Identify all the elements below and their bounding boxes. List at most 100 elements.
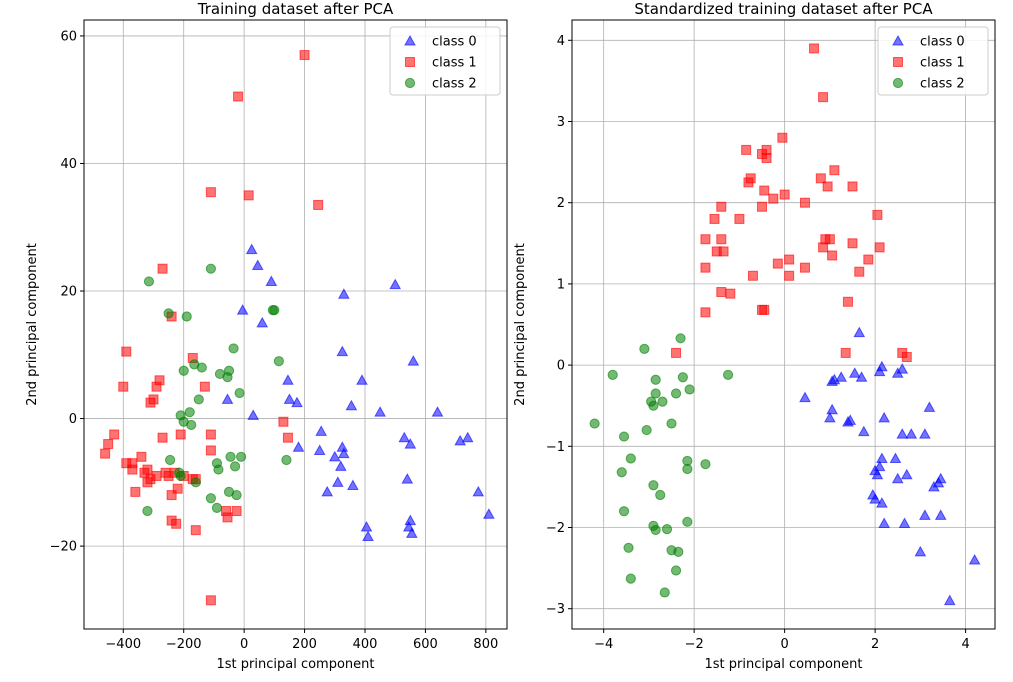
data-point-class-0 — [247, 409, 260, 420]
legend-entry: class 1 — [432, 56, 477, 71]
legend-entry: class 2 — [920, 77, 965, 92]
data-point-class-0 — [321, 485, 334, 497]
data-point-class-1 — [299, 50, 310, 61]
y-tick-label: 60 — [60, 29, 77, 44]
data-point-class-2 — [657, 396, 668, 407]
data-point-class-0 — [968, 553, 981, 565]
data-point-class-1 — [109, 429, 120, 440]
data-point-class-0 — [221, 393, 234, 404]
data-point-class-2 — [196, 362, 207, 373]
y-tick-label: 0 — [69, 412, 77, 427]
data-point-class-1 — [205, 445, 216, 456]
data-point-class-1 — [772, 258, 783, 269]
data-point-class-1 — [757, 201, 768, 212]
x-tick-label: −400 — [105, 637, 141, 652]
data-point-class-2 — [205, 263, 216, 274]
data-point-class-0 — [799, 391, 811, 403]
data-point-class-1 — [172, 483, 183, 494]
chart-title: Standardized training dataset after PCA — [634, 0, 933, 18]
data-point-class-1 — [142, 464, 153, 475]
data-point-class-2 — [225, 451, 236, 462]
data-point-class-2 — [184, 407, 195, 418]
y-tick-label: 4 — [557, 34, 565, 49]
data-point-class-0 — [356, 374, 368, 385]
data-point-class-1 — [145, 397, 156, 408]
data-point-class-1 — [231, 506, 242, 517]
data-point-class-2 — [661, 524, 673, 535]
data-point-class-1 — [157, 263, 168, 274]
y-tick-label: −2 — [546, 521, 565, 536]
x-tick-label: 600 — [413, 637, 438, 652]
data-point-class-2 — [175, 410, 186, 421]
y-axis-label: 2nd principal component — [25, 243, 40, 406]
data-point-class-1 — [716, 201, 727, 212]
data-point-class-1 — [718, 246, 729, 257]
data-point-class-0 — [398, 431, 411, 443]
data-point-class-2 — [193, 394, 204, 405]
data-point-class-0 — [896, 428, 909, 439]
data-point-class-2 — [142, 505, 153, 517]
x-tick-label: 200 — [292, 637, 317, 652]
data-point-class-1 — [854, 266, 865, 277]
data-point-class-0 — [900, 468, 913, 480]
data-point-class-0 — [315, 425, 328, 436]
data-point-class-1 — [130, 486, 141, 497]
data-point-class-0 — [824, 411, 836, 423]
data-point-class-0 — [336, 345, 349, 357]
y-tick-label: −3 — [546, 602, 565, 617]
y-tick-label: −20 — [50, 540, 77, 555]
data-point-class-0 — [374, 406, 386, 417]
data-point-class-2 — [684, 384, 695, 395]
data-point-class-0 — [283, 393, 296, 404]
plot-area — [84, 20, 507, 629]
data-point-class-2 — [190, 477, 201, 488]
data-point-class-0 — [934, 472, 947, 484]
data-point-class-1 — [872, 209, 883, 220]
data-point-class-2 — [623, 542, 634, 553]
legend-marker — [404, 34, 416, 46]
data-point-class-2 — [659, 587, 670, 598]
data-point-class-0 — [360, 520, 373, 532]
data-point-class-1 — [901, 351, 912, 362]
data-point-class-2 — [722, 369, 734, 380]
data-point-class-0 — [869, 493, 881, 504]
data-point-class-1 — [100, 448, 111, 459]
data-point-class-2 — [273, 356, 284, 367]
data-point-class-2 — [682, 463, 693, 475]
data-point-class-2 — [625, 453, 636, 464]
data-point-class-1 — [824, 234, 835, 245]
data-point-class-0 — [256, 316, 269, 328]
data-point-class-2 — [165, 454, 176, 466]
data-point-class-0 — [483, 508, 495, 519]
data-point-class-2 — [677, 372, 688, 383]
data-point-class-1 — [815, 173, 826, 184]
data-point-class-2 — [641, 424, 652, 436]
data-point-class-2 — [625, 573, 636, 584]
data-point-class-2 — [234, 387, 245, 399]
y-tick-label: 3 — [557, 115, 565, 130]
plot-frame — [571, 19, 996, 630]
data-point-class-0 — [853, 326, 866, 338]
data-point-class-1 — [842, 296, 853, 307]
data-point-class-2 — [228, 343, 239, 354]
data-point-class-1 — [874, 242, 885, 253]
data-point-class-0 — [334, 460, 347, 471]
data-point-class-1 — [121, 346, 132, 357]
y-tick-label: 40 — [60, 157, 77, 172]
data-point-class-2 — [213, 464, 224, 475]
data-point-class-0 — [919, 509, 931, 520]
legend: class 0 class 1 class 2 — [877, 26, 989, 96]
data-point-class-0 — [891, 472, 904, 484]
data-point-class-1 — [136, 451, 147, 462]
data-point-class-1 — [863, 254, 874, 265]
x-tick-label: 800 — [473, 637, 498, 652]
data-point-class-0 — [934, 509, 947, 520]
data-point-class-0 — [876, 360, 888, 372]
data-point-class-0 — [236, 304, 249, 315]
data-point-class-1 — [799, 197, 810, 208]
data-point-class-1 — [761, 153, 772, 164]
data-point-class-1 — [716, 234, 727, 245]
data-point-class-0 — [345, 399, 358, 411]
data-point-class-1 — [809, 43, 820, 54]
data-point-class-0 — [835, 371, 848, 382]
